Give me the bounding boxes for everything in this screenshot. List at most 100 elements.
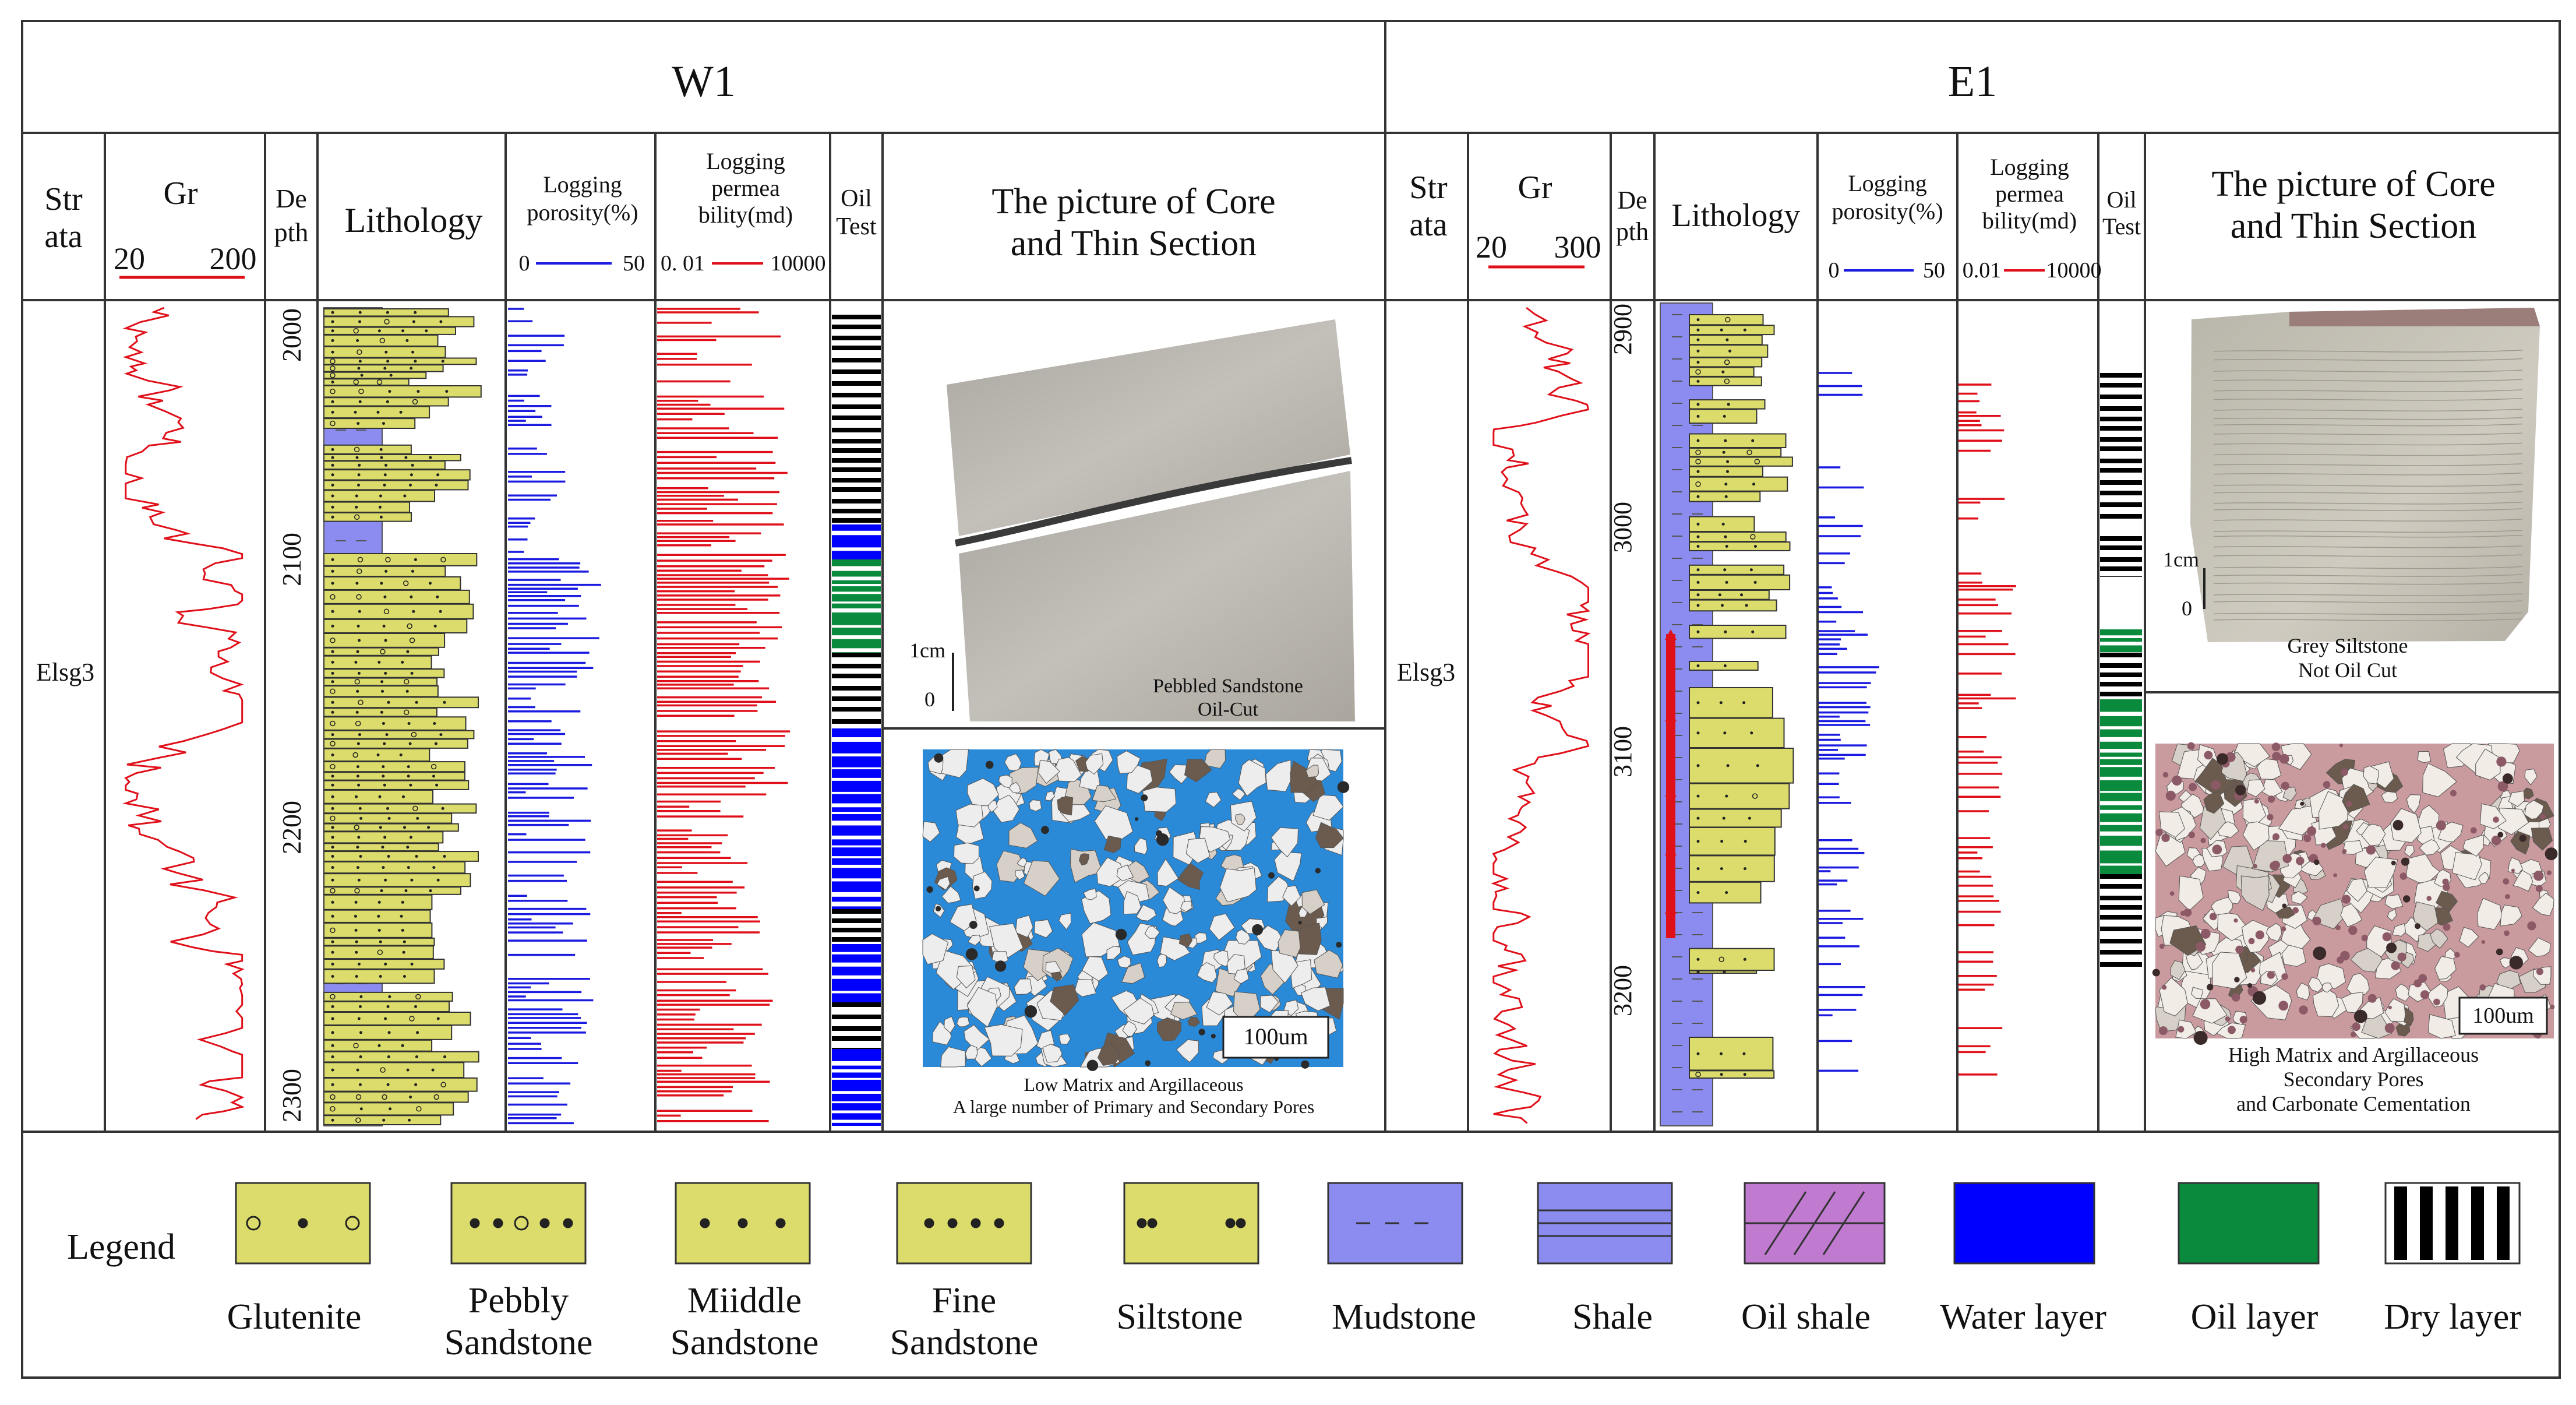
pebble-symbol	[377, 949, 383, 955]
legend-swatch-oil	[2178, 1182, 2320, 1265]
grain	[2524, 768, 2538, 786]
grain	[1015, 915, 1033, 938]
dry-layer-band	[2100, 950, 2142, 955]
grain-dot	[1696, 470, 1700, 473]
depth-tick: 2200	[277, 801, 306, 854]
pebble-symbol	[1695, 481, 1701, 487]
grain	[1259, 995, 1279, 1013]
grain-dot	[1696, 604, 1700, 607]
grain-dot	[379, 515, 383, 519]
grain-dot	[1696, 1052, 1700, 1055]
dry-stripe	[2446, 1186, 2458, 1260]
oil-shale-slash	[1793, 1191, 1836, 1255]
grain-dot	[331, 624, 334, 628]
cement-speck	[2503, 878, 2510, 885]
grain-dot	[357, 671, 361, 675]
grain	[2192, 854, 2206, 868]
sandstone-bed	[1689, 590, 1770, 600]
grain-dot	[331, 1055, 334, 1058]
grain-dot	[402, 950, 405, 954]
grain-dot	[408, 1118, 411, 1122]
dry-layer-band	[832, 336, 881, 340]
grain-dot	[1721, 604, 1724, 607]
oil-layer-band	[832, 612, 881, 625]
dry-layer-band	[2100, 373, 2142, 378]
lamina	[2213, 574, 2523, 577]
grain-dot	[1696, 891, 1700, 895]
cement-speck	[2272, 836, 2277, 840]
grain-dot	[331, 878, 334, 882]
oil-layer-band	[2100, 793, 2142, 801]
oil-show-marker	[1665, 711, 1677, 721]
grain	[953, 842, 979, 864]
cement-speck	[2159, 1026, 2168, 1036]
lamina	[2213, 417, 2523, 420]
lamina	[2213, 432, 2523, 436]
grain-dot	[1696, 379, 1700, 383]
dry-layer-band	[832, 707, 881, 712]
legend-items: Glutenite Pebbly Sandstone Miiddle Sandstone…	[227, 1182, 2521, 1362]
dry-layer-band	[832, 448, 881, 453]
sandstone-bed	[1689, 376, 1762, 386]
pebble-symbol	[330, 1106, 336, 1112]
lithology-column-w1	[323, 307, 482, 1126]
grain	[1014, 978, 1033, 995]
sandstone-bed	[323, 1091, 469, 1103]
grain-dot	[1744, 867, 1746, 871]
grain	[1121, 962, 1145, 984]
grain-dot	[386, 807, 389, 810]
dry-layer-band	[2100, 426, 2142, 431]
grain	[1156, 953, 1167, 968]
grain-dot	[355, 456, 359, 459]
grain	[2178, 875, 2204, 911]
sandstone-bed	[323, 909, 431, 923]
grain-dot	[405, 689, 409, 693]
grain-dot	[403, 494, 407, 498]
grain-dot	[1743, 328, 1746, 332]
grain-dot	[358, 639, 361, 642]
grain-dot	[379, 448, 383, 451]
grain-dot	[409, 483, 412, 487]
legend-label-pebbly: Pebbly Sandstone	[444, 1281, 593, 1362]
oil-test-column-w1	[832, 315, 881, 1126]
sandstone-bed	[323, 1077, 478, 1092]
dry-layer-band	[832, 1002, 881, 1007]
cement-speck	[2450, 790, 2457, 797]
cement-speck	[1198, 1029, 1205, 1036]
cement-speck	[2212, 844, 2222, 855]
grain	[2170, 960, 2186, 980]
water-layer-band	[832, 906, 881, 909]
oil-layer-band	[2100, 741, 2142, 749]
grain-dot	[1720, 1052, 1723, 1055]
dry-layer-band	[2100, 395, 2142, 399]
grain-dot	[1696, 957, 1700, 961]
cement-speck	[1252, 924, 1264, 935]
dry-layer-band	[2100, 915, 2142, 920]
pebble-symbol	[1695, 459, 1701, 464]
dry-layer-band	[2100, 962, 2142, 967]
depth-tick: 2900	[1608, 304, 1637, 355]
grain	[1156, 1017, 1182, 1041]
grain-dot	[298, 1218, 308, 1228]
lamina	[2213, 350, 2523, 353]
oil-shale-slash	[1822, 1191, 1865, 1255]
grain	[1205, 791, 1222, 808]
grain	[1081, 956, 1109, 982]
grain	[1180, 900, 1192, 913]
sandstone-bed	[323, 761, 465, 773]
grain	[2199, 805, 2226, 840]
cement-speck	[2497, 832, 2504, 838]
cement-speck	[2161, 833, 2170, 843]
grain-dot	[409, 783, 412, 787]
grain-dot	[1696, 794, 1700, 798]
cement-speck	[2401, 857, 2410, 866]
sandstone-bed	[1689, 717, 1785, 748]
water-layer-band	[832, 524, 881, 531]
strata-header: Str ata	[1409, 170, 1448, 243]
grain	[1123, 890, 1142, 915]
pebble-symbol	[330, 638, 336, 643]
grain	[1219, 867, 1257, 903]
depth-header: De pth	[274, 184, 309, 247]
cement-speck	[1301, 1060, 1310, 1069]
porosity-header: Logging porosity(%)	[1832, 170, 1943, 224]
